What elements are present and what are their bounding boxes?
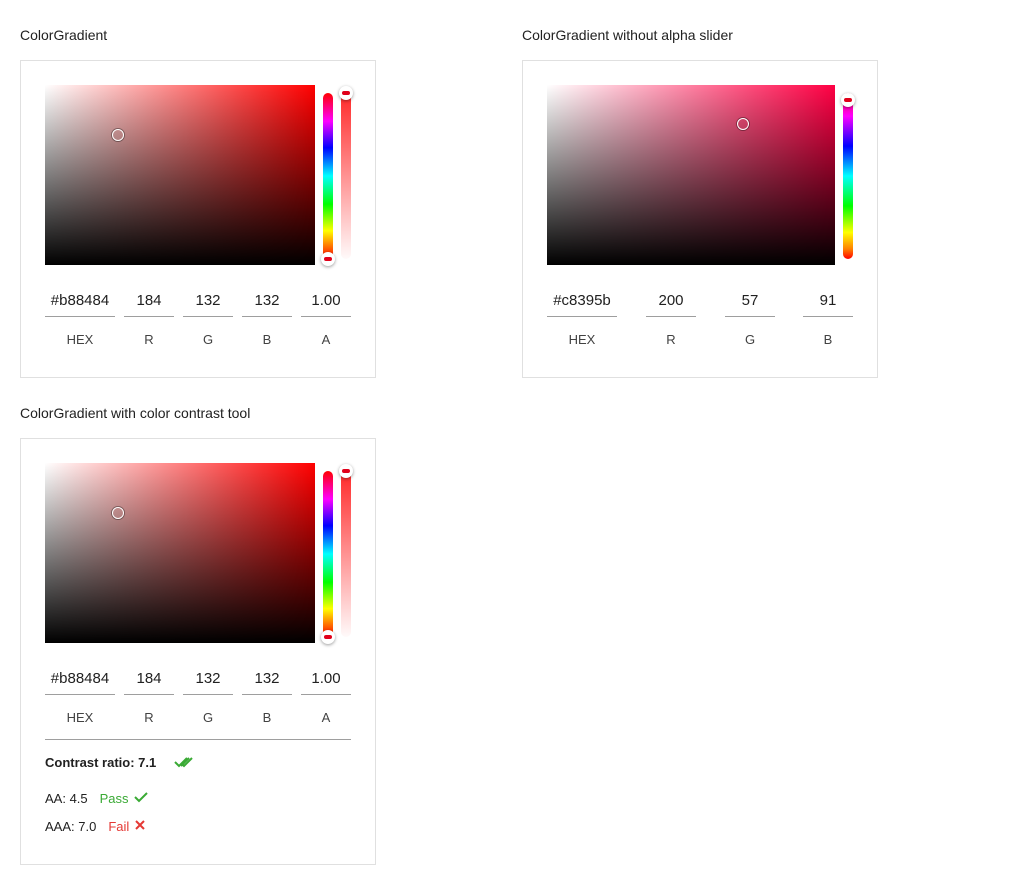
r-input[interactable] (124, 286, 174, 317)
b-input[interactable] (803, 286, 853, 317)
g-field[interactable]: G (725, 286, 775, 347)
r-label: R (144, 710, 154, 725)
a-field[interactable]: A (301, 286, 351, 347)
r-label: R (144, 332, 154, 347)
saturation-area[interactable] (547, 85, 835, 265)
a-input[interactable] (301, 664, 351, 695)
hex-label: HEX (568, 332, 596, 347)
saturation-thumb[interactable] (737, 118, 749, 130)
section-title-basic: ColorGradient (20, 27, 108, 43)
aa-label: AA: 4.5 (45, 791, 88, 806)
r-input[interactable] (646, 286, 696, 317)
g-field[interactable]: G (183, 286, 233, 347)
saturation-thumb[interactable] (112, 129, 124, 141)
b-field[interactable]: B (242, 286, 292, 347)
aaa-label: AAA: 7.0 (45, 819, 97, 834)
saturation-area[interactable] (45, 85, 315, 265)
check-icon (133, 791, 148, 806)
hex-input[interactable] (45, 286, 115, 317)
section-title-no-alpha: ColorGradient without alpha slider (522, 27, 733, 43)
color-gradient-contrast-panel: HEX R G B A Contrast ratio: 7.1 AA: 4.5 … (20, 438, 376, 865)
r-input[interactable] (124, 664, 174, 695)
alpha-slider-thumb[interactable] (339, 464, 353, 478)
a-label: A (321, 710, 331, 725)
hue-slider-thumb[interactable] (321, 630, 335, 644)
alpha-slider-thumb[interactable] (339, 86, 353, 100)
alpha-slider[interactable] (341, 93, 351, 259)
hex-field[interactable]: HEX (45, 286, 115, 347)
hue-slider-thumb[interactable] (841, 93, 855, 107)
g-input[interactable] (183, 286, 233, 317)
alpha-slider[interactable] (341, 471, 351, 637)
double-check-icon (174, 756, 194, 771)
b-field[interactable]: B (242, 664, 292, 725)
g-label: G (744, 332, 756, 347)
hex-field[interactable]: HEX (45, 664, 115, 725)
aa-row: AA: 4.5 Pass (45, 791, 148, 806)
a-input[interactable] (301, 286, 351, 317)
saturation-area[interactable] (45, 463, 315, 643)
hue-slider[interactable] (323, 471, 333, 637)
color-gradient-panel: HEX R G B A (20, 60, 376, 378)
g-label: G (202, 332, 214, 347)
saturation-thumb[interactable] (112, 507, 124, 519)
g-input[interactable] (725, 286, 775, 317)
aa-status: Pass (99, 791, 129, 806)
hex-label: HEX (66, 710, 94, 725)
r-label: R (666, 332, 676, 347)
b-input[interactable] (242, 664, 292, 695)
section-title-contrast: ColorGradient with color contrast tool (20, 405, 251, 421)
r-field[interactable]: R (124, 286, 174, 347)
g-field[interactable]: G (183, 664, 233, 725)
b-label: B (262, 332, 272, 347)
contrast-divider (45, 739, 351, 740)
b-input[interactable] (242, 286, 292, 317)
g-label: G (202, 710, 214, 725)
b-label: B (823, 332, 833, 347)
b-label: B (262, 710, 272, 725)
hue-slider[interactable] (323, 93, 333, 259)
g-input[interactable] (183, 664, 233, 695)
aaa-row: AAA: 7.0 Fail (45, 819, 146, 834)
hex-field[interactable]: HEX (547, 286, 617, 347)
a-field[interactable]: A (301, 664, 351, 725)
hex-input[interactable] (547, 286, 617, 317)
aaa-status: Fail (108, 819, 130, 834)
contrast-ratio: Contrast ratio: 7.1 (45, 755, 194, 771)
r-field[interactable]: R (124, 664, 174, 725)
hex-label: HEX (66, 332, 94, 347)
b-field[interactable]: B (803, 286, 853, 347)
a-label: A (321, 332, 331, 347)
hue-slider[interactable] (843, 93, 853, 259)
contrast-ratio-label: Contrast ratio: 7.1 (45, 755, 157, 770)
color-gradient-no-alpha-panel: HEX R G B (522, 60, 878, 378)
close-icon (134, 819, 146, 834)
r-field[interactable]: R (646, 286, 696, 347)
hue-slider-thumb[interactable] (321, 252, 335, 266)
hex-input[interactable] (45, 664, 115, 695)
